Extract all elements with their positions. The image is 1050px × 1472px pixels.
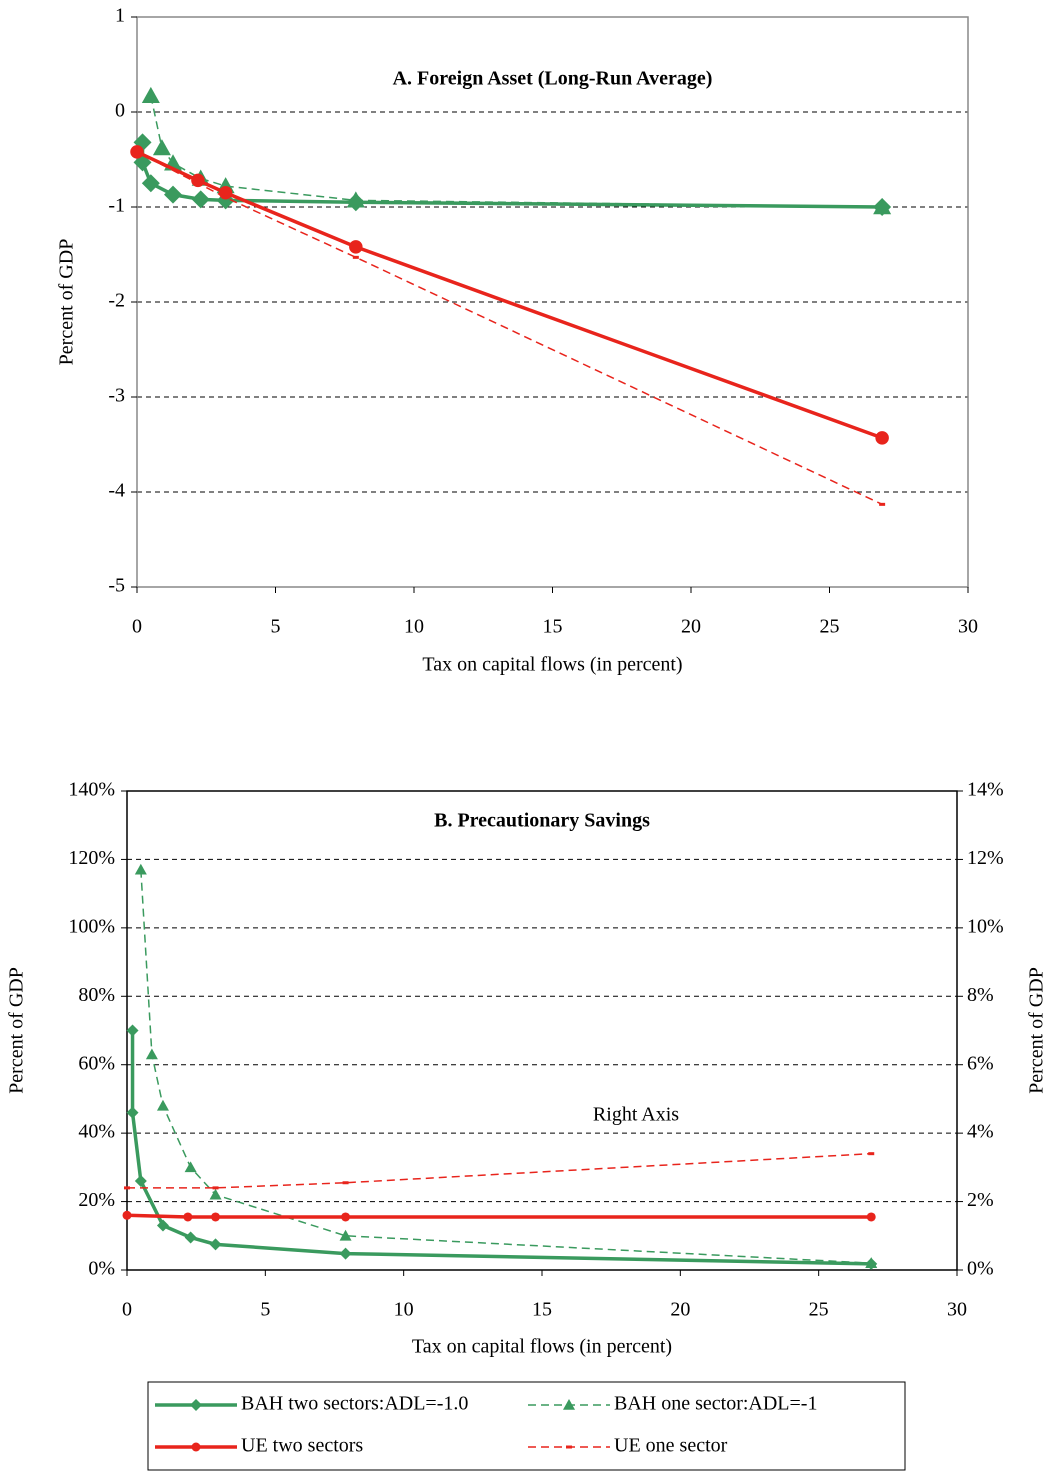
x-tick-label: 20 (670, 1299, 690, 1321)
marker-triangle (563, 1399, 575, 1410)
x-axis-label: Tax on capital flows (in percent) (412, 1336, 672, 1358)
x-tick-label: 5 (260, 1299, 270, 1321)
marker-circle (866, 1212, 876, 1222)
y2-tick-label: 4% (967, 1121, 994, 1143)
y-tick-label: 100% (68, 915, 115, 937)
marker-triangle (152, 139, 171, 156)
x-tick-label: 0 (122, 1299, 132, 1321)
marker-diamond (209, 1238, 222, 1251)
x-tick-label: 5 (271, 616, 281, 638)
legend-label: BAH one sector:ADL=-1 (614, 1393, 817, 1415)
legend-box (147, 1381, 906, 1471)
marker-circle (349, 240, 363, 254)
marker-diamond (191, 190, 210, 209)
y2-tick-label: 12% (967, 847, 1004, 869)
y2-tick-label: 0% (967, 1258, 994, 1280)
marker-diamond (126, 1024, 139, 1037)
y-tick-label: 80% (78, 984, 115, 1006)
marker-triangle (145, 1048, 158, 1060)
y-tick-label: 40% (78, 1121, 115, 1143)
series-line (136, 151, 883, 506)
marker-diamond (126, 1106, 139, 1119)
x-axis-label: Tax on capital flows (in percent) (422, 654, 682, 676)
x-tick-label: 25 (820, 616, 840, 638)
series-line (127, 1152, 872, 1189)
x-tick-label: 20 (681, 616, 701, 638)
x-tick-label: 30 (947, 1299, 967, 1321)
legend-label: BAH two sectors:ADL=-1.0 (241, 1393, 468, 1415)
series-line (130, 1030, 872, 1266)
y-tick-label: 120% (68, 847, 115, 869)
marker-diamond (134, 1175, 147, 1188)
y-tick-label: 1 (115, 5, 125, 27)
series-line (136, 150, 883, 440)
marker-diamond (164, 185, 183, 204)
chart-title: B. Precautionary Savings (434, 810, 650, 832)
marker-circle (191, 1442, 201, 1452)
marker-triangle (209, 1188, 222, 1200)
marker-triangle (865, 1257, 878, 1268)
marker-circle (122, 1210, 132, 1220)
y-tick-label: -5 (108, 575, 125, 597)
chart-title: A. Foreign Asset (Long-Run Average) (393, 68, 713, 90)
marker-triangle (873, 198, 892, 215)
y2-tick-label: 8% (967, 984, 994, 1006)
marker-circle (191, 173, 205, 188)
y2-tick-label: 14% (967, 779, 1004, 801)
marker-diamond (190, 1399, 202, 1411)
legend-label: UE one sector (614, 1435, 728, 1457)
y2-tick-label: 10% (967, 915, 1004, 937)
x-tick-label: 25 (809, 1299, 829, 1321)
y-tick-label: 60% (78, 1052, 115, 1074)
x-tick-label: 30 (958, 616, 978, 638)
y-tick-label: -2 (108, 290, 125, 312)
series-line (140, 142, 883, 209)
y-tick-label: 0% (88, 1258, 115, 1280)
legend-label: UE two sectors (241, 1435, 363, 1457)
x-tick-label: 10 (394, 1299, 414, 1321)
plot-frame (126, 790, 958, 1271)
marker-diamond (184, 1231, 197, 1244)
marker-diamond (141, 174, 160, 193)
y2-tick-label: 2% (967, 1189, 994, 1211)
annotation: Right Axis (593, 1104, 679, 1126)
marker-circle (341, 1212, 351, 1222)
y-tick-label: -1 (108, 195, 125, 217)
series-line (150, 95, 883, 208)
marker-circle (183, 1212, 193, 1222)
marker-triangle (346, 191, 365, 208)
series-line (140, 869, 872, 1264)
y2-axis-label: Percent of GDP (1026, 967, 1048, 1094)
y-tick-label: -3 (108, 385, 125, 407)
x-tick-label: 15 (543, 616, 563, 638)
marker-circle (211, 1212, 221, 1222)
marker-diamond (156, 1219, 169, 1232)
y-tick-label: 0 (115, 100, 125, 122)
x-tick-label: 15 (532, 1299, 552, 1321)
marker-diamond (339, 1247, 352, 1260)
marker-triangle (184, 1161, 197, 1173)
marker-triangle (339, 1229, 352, 1241)
y-axis-label: Percent of GDP (56, 239, 78, 366)
marker-circle (875, 431, 889, 445)
y-tick-label: -4 (108, 480, 125, 502)
marker-triangle (134, 863, 147, 875)
x-tick-label: 10 (404, 616, 424, 638)
series-line (126, 1213, 872, 1219)
marker-triangle (141, 86, 160, 104)
y-axis-label: Percent of GDP (6, 967, 28, 1094)
y2-tick-label: 6% (967, 1052, 994, 1074)
y-tick-label: 140% (68, 779, 115, 801)
y-tick-label: 20% (78, 1189, 115, 1211)
x-tick-label: 0 (132, 616, 142, 638)
marker-triangle (156, 1099, 169, 1111)
